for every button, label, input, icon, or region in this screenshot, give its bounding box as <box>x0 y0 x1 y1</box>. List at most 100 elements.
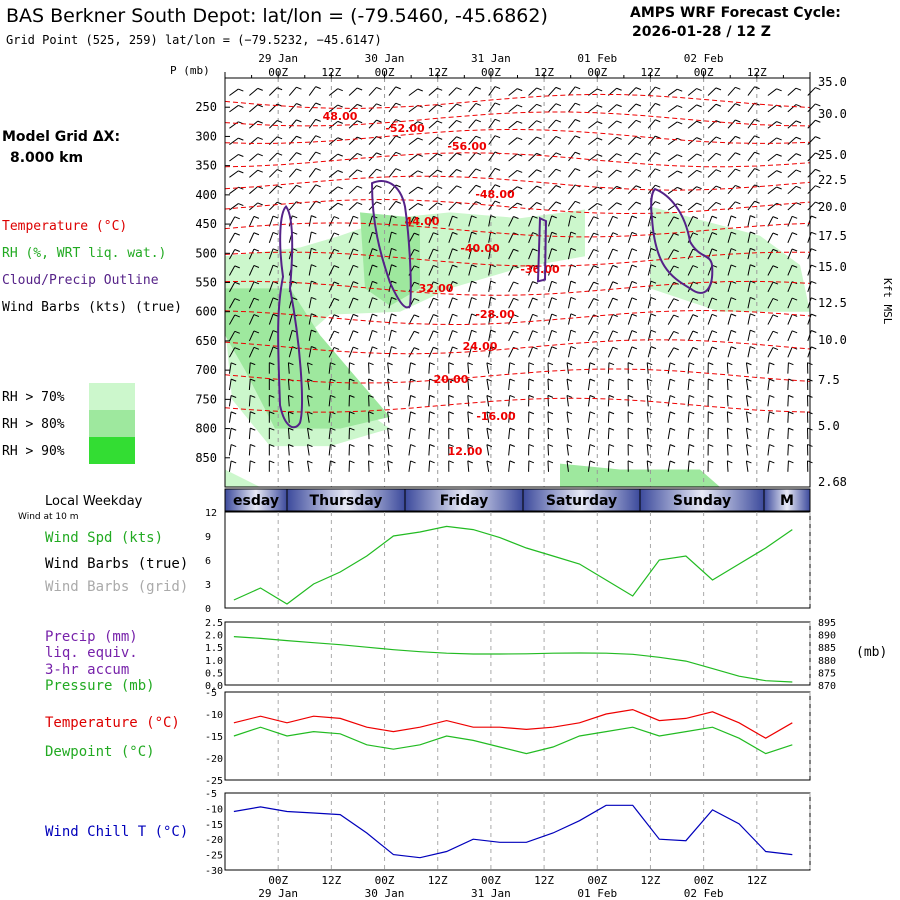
wind-barb <box>488 297 492 309</box>
height-tick-label: 12.5 <box>818 296 847 310</box>
wind-barb-flag <box>276 87 283 91</box>
wind-barb <box>328 314 335 325</box>
wind-barb-flag <box>788 411 794 415</box>
wind-barb <box>508 202 518 211</box>
wind-barb-flag <box>238 186 244 190</box>
y-tick-label: -5 <box>205 789 217 800</box>
wind-barb-flag <box>711 346 718 350</box>
temperature-contour <box>224 152 811 168</box>
wind-barb <box>328 395 331 407</box>
cloud-outline <box>536 216 548 283</box>
wind-barb <box>248 411 251 423</box>
wind-barb <box>248 330 255 342</box>
y-tick-label: 0 <box>205 604 211 615</box>
bottom-date-label: 30 Jan <box>365 887 405 900</box>
wind-barb-flag <box>230 427 237 431</box>
wind-barb-flag <box>272 248 279 252</box>
wind-barb <box>228 395 232 407</box>
wind-barb <box>707 232 713 243</box>
wind-barb <box>667 331 675 342</box>
rh-legend-swatch <box>89 383 135 410</box>
wind-barb-flag <box>815 185 821 189</box>
wind-barb <box>328 362 331 374</box>
wind-barb <box>726 444 729 456</box>
wind-barb-flag <box>417 186 423 190</box>
wind-barb <box>687 444 690 456</box>
wind-barb <box>288 346 293 358</box>
rh-legend-swatch <box>89 437 135 464</box>
wind-barb <box>287 411 290 423</box>
pressure-line <box>233 636 793 683</box>
wind-barb <box>308 248 312 260</box>
wind-barb-flag <box>750 231 756 235</box>
wind-barb-flag <box>574 200 581 204</box>
wind-barb <box>667 232 675 244</box>
wind-barb-flag <box>433 215 439 219</box>
wind-barb <box>488 151 496 162</box>
wind-barb <box>528 169 537 178</box>
wind-barb-flag <box>669 460 676 464</box>
wind-barb <box>767 216 774 227</box>
wind-barb <box>548 330 553 342</box>
wind-barb-flag <box>608 444 615 447</box>
wind-barb-flag <box>673 314 679 318</box>
rh-shading <box>225 206 810 487</box>
wind-barb <box>528 87 537 96</box>
wind-barb-flag <box>516 88 523 92</box>
bottom-date-label: 01 Feb <box>577 887 617 900</box>
wind-barb <box>228 216 236 227</box>
wind-barb <box>726 411 729 423</box>
wind-barb <box>587 298 595 309</box>
wind-barb <box>547 362 550 374</box>
wind-barb <box>328 265 335 276</box>
wind-barb-flag <box>516 153 523 157</box>
wind-barb-flag <box>669 378 676 382</box>
wind-barb <box>348 314 354 325</box>
wind-barb-flag <box>513 330 519 334</box>
wind-barb <box>647 264 652 276</box>
wind-barb <box>627 169 637 178</box>
wind-barb-flag <box>315 102 321 106</box>
temperature-contour-label: -40.00 <box>460 242 500 255</box>
wind-barb <box>767 265 774 276</box>
wind-barb <box>667 460 671 472</box>
wind-barb <box>707 297 713 309</box>
wind-barb <box>588 203 598 211</box>
wind-barb-flag <box>811 264 817 268</box>
wind-barb <box>667 265 675 276</box>
wind-barb-flag <box>292 346 298 350</box>
wind-barb-flag <box>413 265 420 269</box>
wind-barb-flag <box>433 314 439 317</box>
height-tick-label: 35.0 <box>818 75 847 89</box>
wind-barb-flag <box>566 411 573 415</box>
wind-barb <box>268 87 278 96</box>
temperature-contour-label: 12.00 <box>448 445 483 458</box>
lower-panels: 12 9 6 3 0 Wind Spd (kts) Wind Barbs (true) Win… <box>45 508 887 877</box>
wind-barb-flag <box>391 264 397 268</box>
wind-barb-flag <box>631 264 638 268</box>
wind-barb-flag <box>650 329 657 333</box>
wind-barb-flag <box>727 460 733 464</box>
wind-barb-flag <box>750 296 756 300</box>
wind-barb <box>328 88 339 96</box>
wind-barb-flag <box>631 330 638 333</box>
wind-barb-flag <box>429 427 435 431</box>
wind-barb <box>607 362 610 374</box>
wind-barb <box>607 314 614 325</box>
wind-barb-flag <box>452 313 458 317</box>
wind-barb-flag <box>555 201 562 205</box>
wind-barb-flag <box>593 347 599 351</box>
wind-barb-flag <box>612 346 618 350</box>
wind-barb <box>588 153 598 162</box>
wind-barb <box>249 153 259 162</box>
pressure-tick-label: 800 <box>195 422 217 436</box>
wind-barb-flag <box>776 88 782 92</box>
wind-barb-flag <box>696 186 702 190</box>
wind-barb-flag <box>471 264 477 268</box>
wind-barb-flag <box>471 280 477 284</box>
wind-barb-flag <box>727 362 733 366</box>
height-tick-label: 22.5 <box>818 173 847 187</box>
wind-barb <box>787 281 793 293</box>
wind-barb <box>687 330 694 342</box>
wind-barb-flag <box>570 346 577 350</box>
